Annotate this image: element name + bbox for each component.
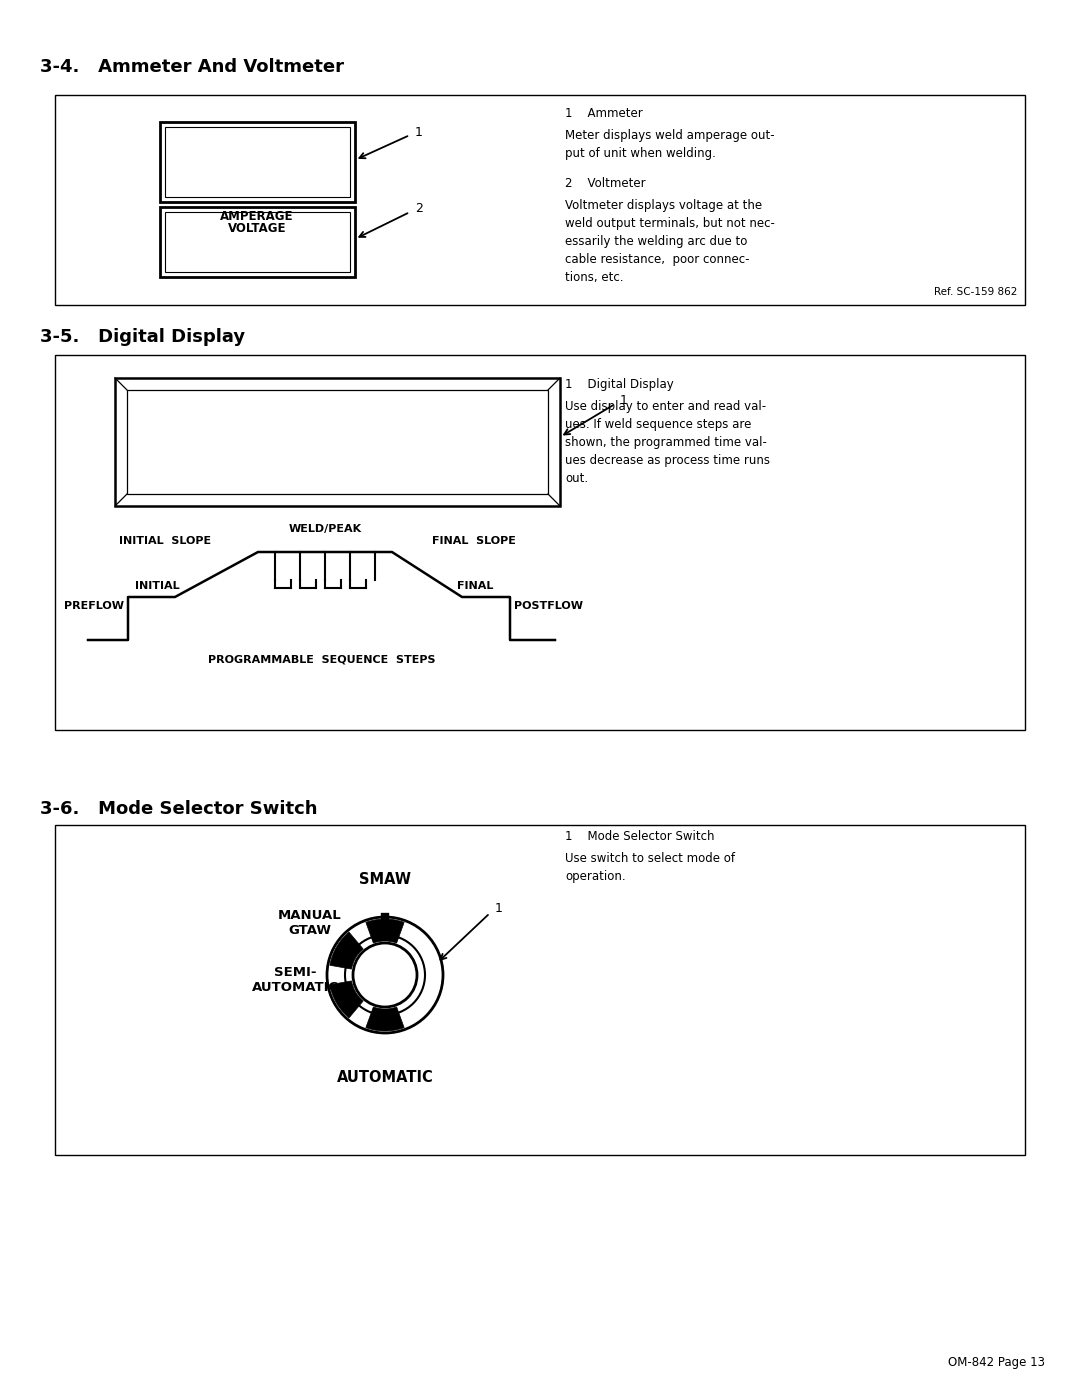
Text: Use display to enter and read val-
ues. If weld sequence steps are
shown, the pr: Use display to enter and read val- ues. … [565, 400, 770, 485]
Text: 3-6.   Mode Selector Switch: 3-6. Mode Selector Switch [40, 800, 318, 819]
Text: Voltmeter displays voltage at the
weld output terminals, but not nec-
essarily t: Voltmeter displays voltage at the weld o… [565, 198, 774, 284]
Text: 3-4.   Ammeter And Voltmeter: 3-4. Ammeter And Voltmeter [40, 59, 345, 75]
Text: 1    Mode Selector Switch: 1 Mode Selector Switch [565, 830, 715, 842]
Text: Ref. SC-159 862: Ref. SC-159 862 [933, 286, 1017, 298]
Text: PREFLOW: PREFLOW [64, 601, 124, 610]
Text: FINAL  SLOPE: FINAL SLOPE [432, 536, 516, 546]
Text: OM-842 Page 13: OM-842 Page 13 [948, 1356, 1045, 1369]
Bar [114, 379, 561, 506]
Text: 1    Ammeter: 1 Ammeter [565, 108, 643, 120]
Wedge shape [329, 932, 363, 970]
Text: 2: 2 [415, 203, 423, 215]
Bar [55, 355, 1025, 731]
Text: FINAL: FINAL [457, 581, 494, 591]
Text: 2    Voltmeter: 2 Voltmeter [565, 177, 646, 190]
Text: AMPERAGE: AMPERAGE [220, 210, 294, 224]
Circle shape [327, 916, 443, 1032]
Text: 1: 1 [620, 394, 627, 408]
Wedge shape [366, 919, 404, 943]
Text: 3-5.   Digital Display: 3-5. Digital Display [40, 328, 245, 346]
Text: PROGRAMMABLE  SEQUENCE  STEPS: PROGRAMMABLE SEQUENCE STEPS [207, 654, 435, 664]
Text: Use switch to select mode of
operation.: Use switch to select mode of operation. [565, 852, 735, 883]
Text: 1    Digital Display: 1 Digital Display [565, 379, 674, 391]
Text: 1: 1 [495, 902, 503, 915]
Bar [160, 207, 355, 277]
Text: 1: 1 [415, 126, 423, 138]
Bar [160, 122, 355, 203]
Text: WELD/PEAK: WELD/PEAK [288, 524, 362, 534]
Text: INITIAL: INITIAL [135, 581, 180, 591]
Text: Meter displays weld amperage out-
put of unit when welding.: Meter displays weld amperage out- put of… [565, 129, 774, 161]
Bar [165, 127, 350, 197]
Bar [55, 95, 1025, 305]
Wedge shape [329, 981, 363, 1018]
Bar [165, 212, 350, 272]
Circle shape [353, 943, 417, 1007]
Wedge shape [366, 1007, 404, 1031]
Bar [55, 826, 1025, 1155]
Text: AUTOMATIC: AUTOMATIC [337, 1070, 433, 1085]
Text: POSTFLOW: POSTFLOW [514, 601, 583, 610]
Text: VOLTAGE: VOLTAGE [228, 222, 286, 235]
Text: SMAW: SMAW [359, 872, 411, 887]
Text: INITIAL  SLOPE: INITIAL SLOPE [120, 536, 212, 546]
Bar [127, 390, 548, 495]
Text: MANUAL
GTAW: MANUAL GTAW [279, 909, 342, 937]
Text: SEMI-
AUTOMATIC: SEMI- AUTOMATIC [252, 965, 338, 995]
